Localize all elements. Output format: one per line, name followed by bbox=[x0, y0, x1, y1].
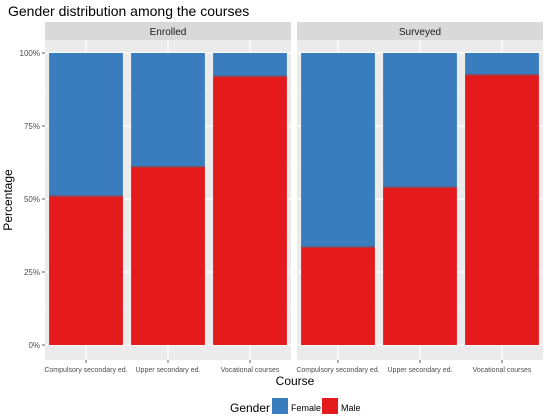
bar-female bbox=[213, 53, 287, 77]
legend-label: Female bbox=[291, 403, 321, 413]
bar-female bbox=[383, 53, 457, 188]
legend-title: Gender bbox=[230, 401, 270, 415]
bar-female bbox=[301, 53, 375, 248]
y-tick-label: 75% bbox=[24, 122, 40, 131]
facet-strip bbox=[297, 22, 543, 40]
panel-surveyed: Surveyed Compulsory secondary ed. Upper se… bbox=[296, 22, 543, 374]
x-tick-label: Compulsory secondary ed. bbox=[296, 367, 379, 374]
facet-label: Enrolled bbox=[150, 27, 187, 38]
facet-label: Surveyed bbox=[399, 27, 441, 38]
bar-male bbox=[301, 247, 375, 345]
x-tick-label: Vocational courses bbox=[473, 367, 532, 374]
y-tick-label: 50% bbox=[24, 195, 40, 204]
y-tick-label: 100% bbox=[20, 49, 40, 58]
bar-male bbox=[213, 76, 287, 346]
bar-male bbox=[49, 196, 123, 345]
bar-male bbox=[131, 166, 205, 345]
bar-male bbox=[465, 74, 539, 346]
panels: Enrolled Compulsory secondary ed. Upper se… bbox=[20, 22, 543, 374]
panel-enrolled: Enrolled Compulsory secondary ed. Upper se… bbox=[44, 22, 291, 374]
legend-key-male bbox=[322, 398, 338, 414]
legend-key-female bbox=[272, 398, 288, 414]
x-tick-label: Compulsory secondary ed. bbox=[44, 367, 127, 374]
y-tick-label: 25% bbox=[24, 268, 40, 277]
chart-title: Gender distribution among the courses bbox=[8, 3, 249, 19]
x-tick-label: Upper secondary ed. bbox=[388, 367, 453, 374]
legend-label: Male bbox=[341, 403, 361, 413]
bar-female bbox=[49, 53, 123, 197]
x-tick-label: Vocational courses bbox=[221, 367, 280, 374]
y-axis-title: Percentage bbox=[1, 169, 15, 231]
legend: Gender Female Male bbox=[230, 398, 361, 415]
bar-female bbox=[131, 53, 205, 167]
x-axis-title: Course bbox=[276, 374, 315, 388]
bar-male bbox=[383, 187, 457, 345]
x-tick-label: Upper secondary ed. bbox=[136, 367, 201, 374]
facet-strip bbox=[45, 22, 291, 40]
y-tick-label: 0% bbox=[28, 341, 40, 350]
bar-female bbox=[465, 53, 539, 75]
